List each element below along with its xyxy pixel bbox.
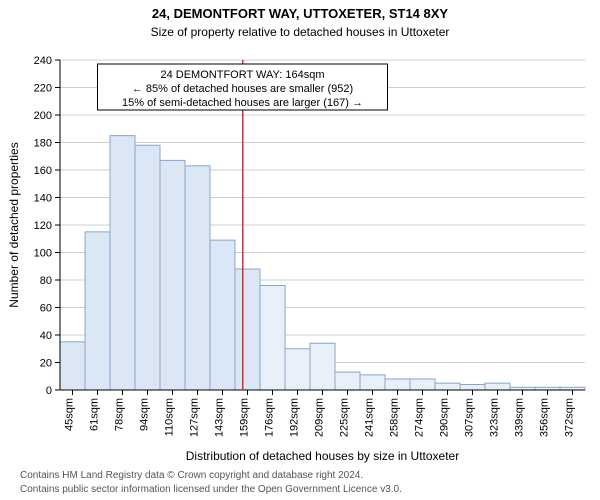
histogram-bar [335,372,360,390]
histogram-bar [185,166,210,390]
y-tick-label: 0 [46,385,52,397]
x-tick-label: 339sqm [514,398,526,437]
histogram-bar [410,379,435,390]
x-axis-label: Distribution of detached houses by size … [186,449,459,463]
histogram-bar [85,232,110,390]
x-tick-label: 110sqm [164,398,176,436]
histogram-bar [235,269,260,390]
y-tick-label: 80 [40,275,52,287]
chart-subtitle: Size of property relative to detached ho… [151,25,450,39]
x-tick-label: 307sqm [464,398,476,437]
footer-line1: Contains HM Land Registry data © Crown c… [20,470,363,481]
x-tick-label: 372sqm [564,398,576,437]
x-tick-label: 143sqm [214,398,226,437]
histogram-bar [285,349,310,390]
histogram-bar [60,342,85,390]
y-tick-label: 140 [34,193,52,205]
x-tick-label: 290sqm [439,398,451,437]
y-tick-label: 60 [40,303,52,315]
histogram-bar [310,343,335,390]
histogram-bar [210,240,235,390]
x-tick-label: 258sqm [389,398,401,437]
x-tick-label: 94sqm [139,398,151,431]
x-tick-label: 61sqm [89,398,101,431]
x-tick-label: 241sqm [364,398,376,437]
x-tick-label: 45sqm [64,398,76,431]
annotation-line2: ← 85% of detached houses are smaller (95… [132,83,353,95]
y-tick-label: 20 [40,358,52,370]
y-tick-label: 220 [34,83,52,95]
y-tick-label: 160 [34,165,52,177]
histogram-bar [260,286,285,391]
x-tick-label: 356sqm [539,398,551,437]
x-tick-label: 176sqm [264,398,276,437]
y-tick-label: 180 [34,138,52,150]
y-tick-label: 120 [34,220,52,232]
histogram-bar [360,375,385,390]
histogram-bar [435,383,460,390]
y-axis-label: Number of detached properties [7,142,21,307]
chart-svg: 24, DEMONTFORT WAY, UTTOXETER, ST14 8XY S… [0,0,600,500]
chart-title: 24, DEMONTFORT WAY, UTTOXETER, ST14 8XY [152,6,449,21]
y-tick-label: 240 [34,55,52,67]
x-tick-label: 209sqm [314,398,326,437]
y-tick-label: 40 [40,330,52,342]
histogram-bar [160,160,185,390]
histogram-bar [485,383,510,390]
histogram-bar [385,379,410,390]
y-tick-label: 200 [34,110,52,122]
annotation-line1: 24 DEMONTFORT WAY: 164sqm [160,69,324,81]
histogram-bar [135,145,160,390]
histogram-bar [110,136,135,390]
annotation-line3: 15% of semi-detached houses are larger (… [122,97,363,109]
chart-container: 24, DEMONTFORT WAY, UTTOXETER, ST14 8XY S… [0,0,600,500]
x-tick-label: 323sqm [489,398,501,437]
x-tick-label: 78sqm [114,398,126,431]
histogram-bar [460,385,485,391]
x-tick-label: 127sqm [189,398,201,437]
y-tick-label: 100 [34,248,52,260]
x-tick-label: 192sqm [289,398,301,437]
x-tick-label: 159sqm [239,398,251,437]
x-tick-label: 274sqm [414,398,426,437]
footer-line2: Contains public sector information licen… [20,484,402,495]
x-tick-label: 225sqm [339,398,351,437]
